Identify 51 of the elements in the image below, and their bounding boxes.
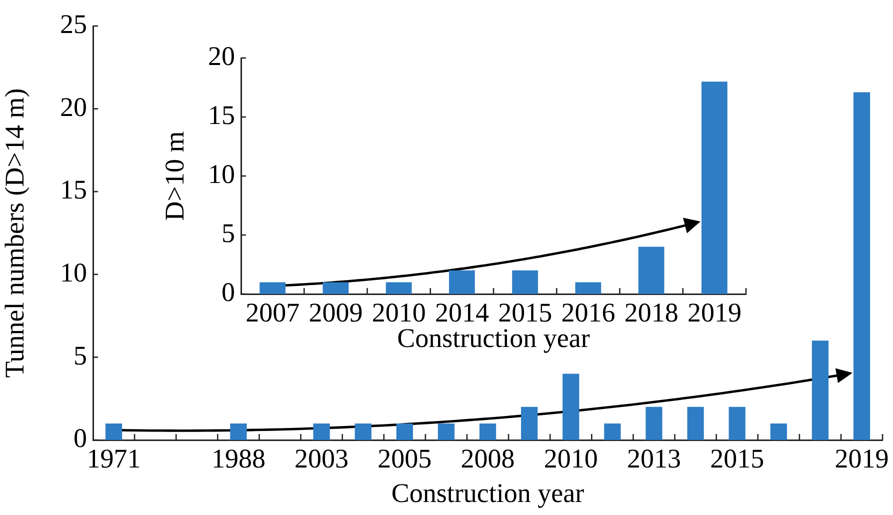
bar: [479, 423, 496, 440]
bar: [438, 423, 455, 440]
bar: [687, 406, 704, 440]
y-tick-label: 10: [60, 257, 87, 288]
y-axis-title: Tunnel numbers (D>14 m): [0, 88, 30, 378]
y-axis-title: D>10 m: [159, 131, 190, 221]
bar: [853, 92, 870, 440]
x-tick-label: 1971: [86, 443, 141, 474]
y-tick-label: 15: [60, 174, 87, 205]
bar: [638, 246, 664, 294]
y-tick-label: 25: [60, 9, 87, 40]
x-tick-label: 2015: [710, 443, 764, 474]
y-tick-label: 15: [208, 100, 235, 130]
bar: [512, 270, 538, 294]
bar: [313, 423, 330, 440]
y-tick-label: 5: [222, 218, 235, 248]
bar: [521, 406, 538, 440]
bar: [354, 423, 372, 440]
bar: [322, 282, 349, 294]
bar: [230, 423, 247, 440]
x-tick-label: 2009: [308, 297, 363, 328]
x-tick-label: 1988: [211, 443, 266, 474]
x-tick-label: 2008: [460, 443, 515, 474]
x-tick-label: 2007: [246, 297, 300, 328]
bar: [260, 282, 286, 294]
bar: [396, 423, 413, 440]
y-tick-label: 20: [60, 92, 87, 122]
x-tick-label: 2018: [624, 297, 678, 328]
bar: [646, 406, 662, 440]
x-tick-label: 2003: [294, 443, 349, 474]
x-tick-label: 2010: [544, 443, 598, 474]
x-tick-label: 2019: [834, 443, 889, 474]
x-tick-label: 2013: [626, 443, 681, 474]
y-tick-label: 0: [222, 277, 235, 308]
bar: [386, 282, 412, 294]
bar: [812, 340, 829, 440]
x-tick-label: 2005: [378, 443, 432, 474]
bar: [562, 374, 580, 440]
bar: [604, 423, 621, 440]
bar: [701, 82, 728, 294]
x-axis-title: Construction year: [391, 478, 584, 508]
bar: [728, 406, 746, 440]
bar: [770, 423, 787, 440]
bar: [105, 423, 122, 440]
bar: [575, 282, 602, 294]
y-tick-label: 5: [74, 340, 87, 370]
x-tick-label: 2019: [687, 297, 742, 328]
y-tick-label: 0: [74, 423, 87, 454]
y-tick-label: 20: [208, 41, 235, 72]
y-tick-label: 10: [208, 159, 235, 190]
bar: [448, 270, 475, 294]
